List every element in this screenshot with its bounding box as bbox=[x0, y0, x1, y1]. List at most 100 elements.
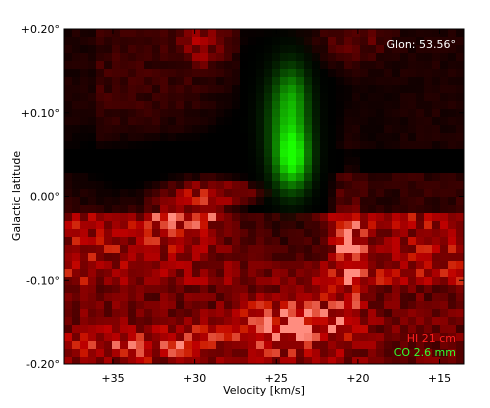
heatmap-cell bbox=[360, 309, 368, 317]
heatmap-cell bbox=[176, 181, 184, 189]
heatmap-cell bbox=[248, 221, 256, 229]
heatmap-cell bbox=[208, 101, 216, 109]
heatmap-cell bbox=[256, 197, 264, 205]
heatmap-cell bbox=[168, 69, 176, 77]
heatmap-cell bbox=[272, 277, 280, 285]
heatmap-cell bbox=[328, 69, 336, 77]
heatmap-cell bbox=[296, 181, 304, 189]
heatmap-cell bbox=[248, 293, 256, 301]
heatmap-cell bbox=[432, 325, 440, 333]
heatmap-cell bbox=[392, 117, 400, 125]
heatmap-cell bbox=[128, 125, 136, 133]
heatmap-cell bbox=[424, 157, 432, 165]
heatmap-cell bbox=[152, 109, 160, 117]
heatmap-cell bbox=[104, 325, 112, 333]
heatmap-cell bbox=[432, 29, 440, 37]
heatmap-cell bbox=[288, 341, 296, 349]
heatmap-cell bbox=[128, 93, 136, 101]
heatmap-cell bbox=[352, 221, 360, 229]
heatmap-cell bbox=[112, 301, 120, 309]
heatmap-cell bbox=[216, 37, 224, 45]
heatmap-cell bbox=[120, 141, 128, 149]
heatmap-cell bbox=[432, 333, 440, 341]
heatmap-cell bbox=[328, 117, 336, 125]
heatmap-cell bbox=[312, 37, 320, 45]
heatmap-cell bbox=[240, 37, 248, 45]
heatmap-cell bbox=[392, 357, 400, 364]
heatmap-cell bbox=[168, 45, 176, 53]
heatmap-cell bbox=[320, 45, 328, 53]
heatmap-cell bbox=[376, 77, 384, 85]
heatmap-cell bbox=[248, 69, 256, 77]
heatmap-cell bbox=[104, 181, 112, 189]
heatmap-cell bbox=[136, 261, 144, 269]
heatmap-cell bbox=[280, 189, 288, 197]
heatmap-cell bbox=[448, 205, 456, 213]
heatmap-cell bbox=[136, 309, 144, 317]
heatmap-cell bbox=[208, 29, 216, 37]
heatmap-cell bbox=[64, 213, 72, 221]
heatmap-cell bbox=[384, 189, 392, 197]
heatmap-cell bbox=[392, 309, 400, 317]
heatmap-cell bbox=[96, 301, 104, 309]
heatmap-cell bbox=[176, 53, 184, 61]
heatmap-cell bbox=[136, 205, 144, 213]
heatmap-cell bbox=[280, 269, 288, 277]
heatmap-cell bbox=[96, 45, 104, 53]
heatmap-cell bbox=[120, 133, 128, 141]
heatmap-cell bbox=[344, 165, 352, 173]
heatmap-cell bbox=[232, 85, 240, 93]
heatmap-cell bbox=[120, 93, 128, 101]
heatmap-cell bbox=[392, 261, 400, 269]
heatmap-cell bbox=[144, 133, 152, 141]
heatmap-cell bbox=[440, 205, 448, 213]
heatmap-cell bbox=[232, 125, 240, 133]
heatmap-cell bbox=[240, 221, 248, 229]
heatmap-cell bbox=[328, 245, 336, 253]
heatmap-cell bbox=[152, 197, 160, 205]
heatmap-cell bbox=[376, 85, 384, 93]
heatmap-cell bbox=[408, 181, 416, 189]
heatmap-cell bbox=[320, 245, 328, 253]
heatmap-cell bbox=[336, 197, 344, 205]
heatmap-cell bbox=[216, 109, 224, 117]
heatmap-cell bbox=[288, 37, 296, 45]
heatmap-cell bbox=[368, 189, 376, 197]
heatmap-cell bbox=[328, 45, 336, 53]
heatmap-cell bbox=[152, 165, 160, 173]
heatmap-cell bbox=[232, 293, 240, 301]
heatmap-cell bbox=[184, 109, 192, 117]
heatmap-cell bbox=[104, 157, 112, 165]
heatmap-cell bbox=[368, 133, 376, 141]
heatmap-cell bbox=[432, 45, 440, 53]
heatmap-cell bbox=[280, 61, 288, 69]
heatmap-cell bbox=[192, 101, 200, 109]
heatmap-cell bbox=[304, 197, 312, 205]
heatmap-cell bbox=[152, 29, 160, 37]
heatmap-cell bbox=[208, 261, 216, 269]
heatmap-cell bbox=[112, 29, 120, 37]
heatmap-cell bbox=[456, 237, 464, 245]
heatmap-cell bbox=[264, 93, 272, 101]
heatmap-cell bbox=[280, 253, 288, 261]
heatmap-cell bbox=[392, 213, 400, 221]
heatmap-cell bbox=[144, 141, 152, 149]
heatmap-cell bbox=[120, 37, 128, 45]
heatmap-cell bbox=[288, 29, 296, 37]
heatmap-cell bbox=[160, 285, 168, 293]
heatmap-cell bbox=[160, 61, 168, 69]
heatmap-cell bbox=[336, 125, 344, 133]
heatmap-cell bbox=[72, 229, 80, 237]
heatmap-cell bbox=[136, 117, 144, 125]
heatmap-cell bbox=[272, 61, 280, 69]
heatmap-cell bbox=[440, 333, 448, 341]
heatmap-cell bbox=[216, 269, 224, 277]
heatmap-cell bbox=[352, 357, 360, 364]
heatmap-cell bbox=[288, 125, 296, 133]
heatmap-cell bbox=[392, 45, 400, 53]
heatmap-cell bbox=[248, 37, 256, 45]
heatmap-cell bbox=[280, 141, 288, 149]
heatmap-cell bbox=[224, 325, 232, 333]
heatmap-cell bbox=[448, 325, 456, 333]
heatmap-cell bbox=[232, 189, 240, 197]
